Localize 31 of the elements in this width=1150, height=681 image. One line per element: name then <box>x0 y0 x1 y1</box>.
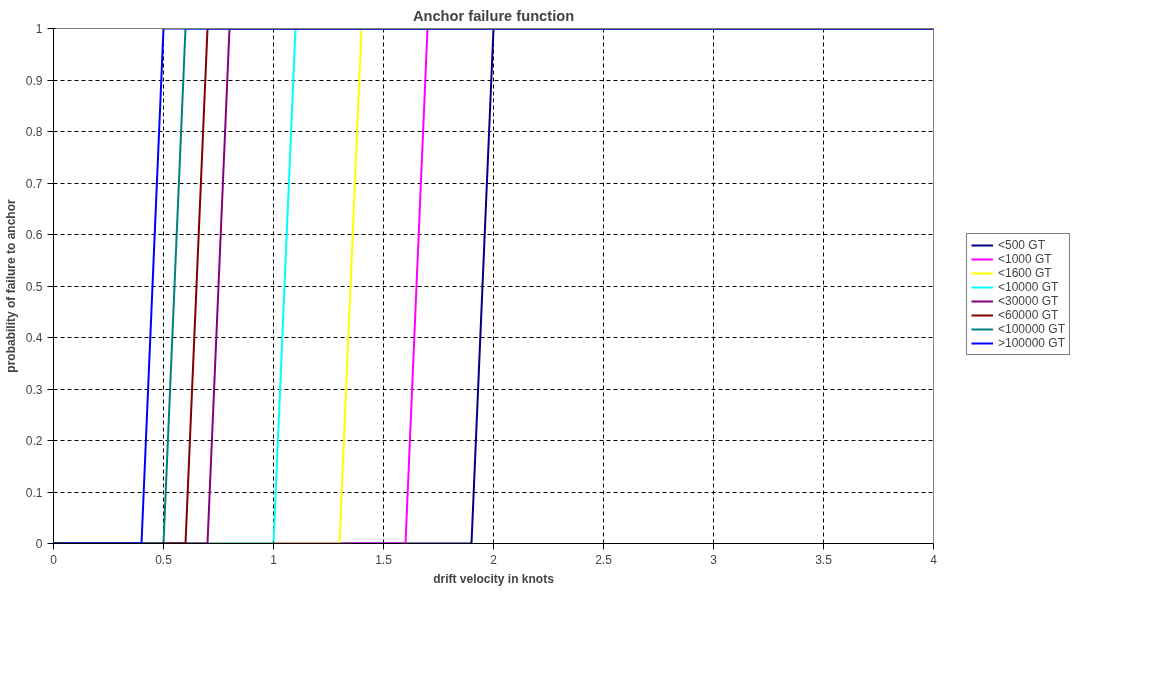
y-tick-label: 0.6 <box>25 228 43 242</box>
legend-label: <1000 GT <box>997 252 1052 266</box>
x-tick-label: 4 <box>930 552 938 567</box>
legend-label: >100000 GT <box>997 336 1066 350</box>
x-tick-label: 1 <box>270 552 278 567</box>
x-tick-label: 2 <box>490 552 498 567</box>
y-tick-label: 0.1 <box>25 485 43 500</box>
y-tick-label: 0.7 <box>25 176 43 191</box>
x-tick-label: 1.5 <box>375 552 393 567</box>
legend-label: <10000 GT <box>997 280 1059 294</box>
legend-label: <100000 GT <box>997 322 1066 336</box>
x-tick-label: 3 <box>710 552 718 567</box>
y-tick-label: 0.9 <box>25 73 43 88</box>
x-tick-label: 2.5 <box>595 552 613 567</box>
y-tick-label: 0.5 <box>25 279 43 294</box>
y-tick-label: 0.4 <box>25 331 43 345</box>
y-tick-label: 1 <box>35 22 43 36</box>
y-tick-label: 0.3 <box>25 382 43 397</box>
legend-label: <60000 GT <box>997 308 1059 322</box>
x-tick-label: 3.5 <box>815 552 833 567</box>
x-axis-title: drift velocity in knots <box>433 571 555 586</box>
legend-label: <1600 GT <box>997 266 1052 280</box>
x-tick-label: 0.5 <box>155 552 173 567</box>
y-tick-label: 0.8 <box>25 125 43 139</box>
legend-label: <500 GT <box>997 238 1045 252</box>
y-tick-label: 0 <box>35 537 43 551</box>
legend-label: <30000 GT <box>997 294 1059 308</box>
y-axis-title: probability of failure to anchor <box>3 199 18 373</box>
chart-title: Anchor failure function <box>412 7 575 24</box>
x-tick-label: 0 <box>50 552 58 567</box>
y-tick-label: 0.2 <box>25 434 43 448</box>
